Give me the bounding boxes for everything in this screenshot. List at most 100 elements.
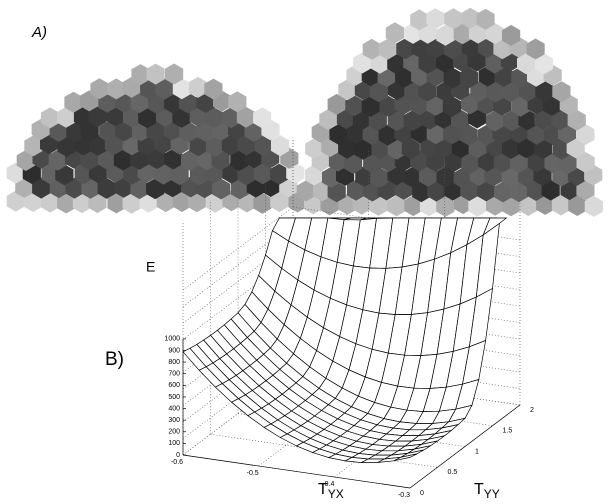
cell [411,37,430,59]
z-tick-label: 600 [168,382,180,389]
cell [130,178,149,200]
cell [534,108,553,130]
cell [501,195,521,217]
cell [346,179,366,201]
cell [57,135,76,157]
cell [353,52,372,74]
z-tick-label: 500 [168,394,180,401]
cell [403,166,422,188]
cell [363,152,382,174]
y-axis [409,404,521,489]
cell [403,110,422,131]
cell [387,110,406,132]
cell [535,80,554,102]
cell [244,120,263,142]
cell [511,95,530,117]
cell [16,150,35,171]
cell [412,181,431,203]
x-axis-label-main: T [318,481,328,498]
cell [204,78,223,100]
y-axis-label: TYY [474,481,500,501]
x-tick-label: -0.5 [247,470,259,477]
cell [552,138,571,160]
z-tick-label: 100 [168,440,180,447]
cell [385,22,404,44]
cell [138,107,157,129]
cell [526,180,546,201]
cell [205,135,225,157]
z-axis-label: E [146,259,155,275]
cell [494,181,513,203]
cell [552,81,571,103]
z-tick-label: 300 [168,417,180,424]
cell [379,95,398,117]
cell [486,81,505,103]
cell [188,76,208,98]
y-tick-label: 1.5 [503,428,513,435]
cell [73,106,93,128]
cell [65,177,84,199]
cell [156,191,175,213]
surface-mesh [182,217,508,463]
cell [568,195,587,216]
z-tick-label: 1000 [164,336,180,343]
cell [81,177,100,199]
cell [501,165,520,187]
cell [313,180,332,202]
cell [66,121,85,143]
cell [338,79,357,101]
cell [327,93,346,115]
cell [122,134,141,156]
cell [48,149,67,171]
cell [338,137,357,159]
cell [97,177,116,199]
cell [164,148,183,170]
cell [584,195,603,217]
cell [155,78,174,100]
cell [478,37,497,58]
y-tick-label: 2 [530,407,534,414]
cell [113,149,133,171]
z-tick-label: 400 [168,405,180,412]
cell [459,124,478,146]
cell [338,193,357,215]
cell [576,152,595,173]
cell [485,52,504,74]
cell [541,179,560,201]
cell [518,166,537,188]
cell [222,107,241,129]
cell [461,7,480,29]
cell [270,163,289,185]
cell [148,93,167,115]
cell [80,121,99,143]
x-axis-label-sub: YX [328,487,344,501]
cell [55,164,74,186]
cell [64,91,83,113]
cell [567,109,586,131]
cell [236,106,255,128]
cell [130,148,149,170]
cell [404,81,423,103]
cell [345,95,364,117]
panel-b-label: B) [105,349,124,370]
cell [543,94,562,116]
cell [453,23,472,45]
cell [404,195,423,217]
x-tick-label: -0.4 [322,481,334,488]
cell [189,164,208,186]
cell [551,109,570,131]
cell-images [6,7,603,217]
cell [196,120,215,142]
cell [502,137,521,159]
cell [146,63,165,85]
cell [131,64,150,86]
z-tick-label: 200 [168,429,180,436]
cell [519,195,538,216]
cell [418,52,437,74]
y-axis-label-sub: YY [484,487,500,501]
cell [509,181,529,203]
cell [443,67,462,89]
cell [189,135,208,157]
cell [426,94,445,116]
